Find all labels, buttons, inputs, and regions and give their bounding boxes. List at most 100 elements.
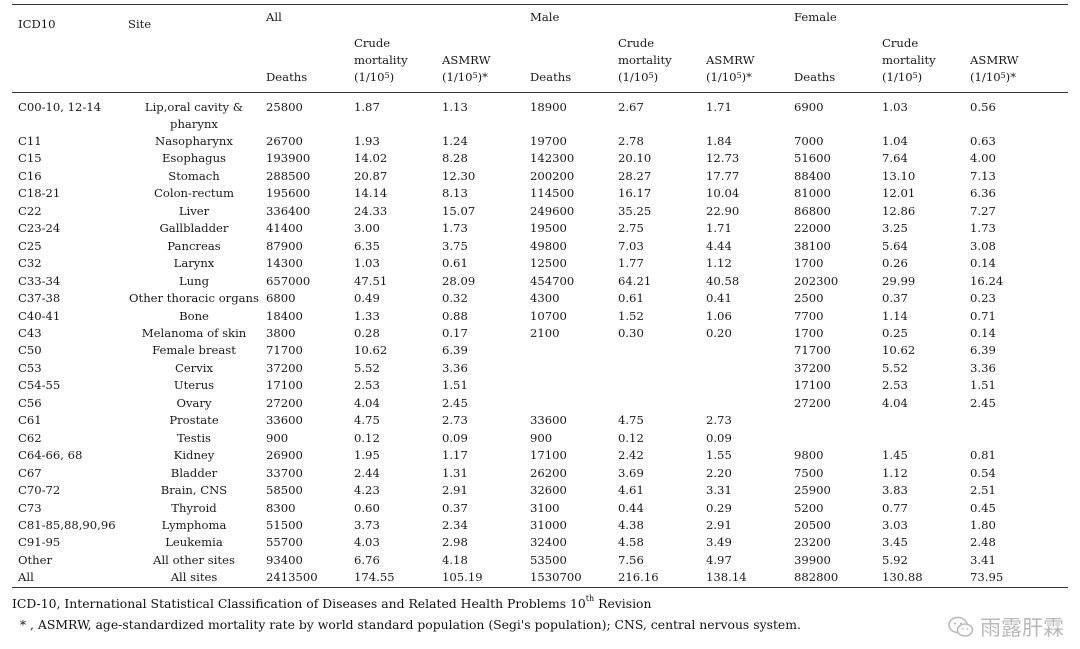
cell-icd10: C61 bbox=[18, 413, 42, 428]
cell-value: 0.29 bbox=[706, 500, 732, 515]
cell-value: 10700 bbox=[530, 308, 567, 323]
cell-value: 4.38 bbox=[618, 517, 644, 532]
col-crude-mortality: Crude mortality (1/105) bbox=[348, 32, 436, 93]
cell-value: 55700 bbox=[266, 535, 303, 550]
cell-value: 0.77 bbox=[882, 500, 908, 515]
cell-value: 5.92 bbox=[882, 552, 908, 567]
cell-value: 3.69 bbox=[618, 465, 644, 480]
cell-value: 4.04 bbox=[354, 395, 380, 410]
cell-value: 1.77 bbox=[618, 256, 644, 271]
cell-site: Leukemia bbox=[165, 535, 223, 550]
cell-value: 0.71 bbox=[970, 308, 996, 323]
cell-value: 28.09 bbox=[442, 273, 476, 288]
cell-icd10: C40-41 bbox=[18, 308, 61, 323]
cell-value: 73.95 bbox=[964, 569, 1069, 588]
cell-icd10: C50 bbox=[18, 343, 42, 358]
cell-icd10: All bbox=[12, 569, 122, 588]
cell-value: 13.10 bbox=[882, 168, 916, 183]
cell-value: 12500 bbox=[530, 256, 567, 271]
cell-value: 38100 bbox=[794, 238, 831, 253]
cell-value: 0.88 bbox=[442, 308, 468, 323]
cell-value: 0.14 bbox=[970, 325, 996, 340]
cell-value: 1.73 bbox=[442, 221, 468, 236]
cell-value: 5.52 bbox=[354, 360, 380, 375]
cell-value: 6.35 bbox=[354, 238, 380, 253]
cell-value: 0.14 bbox=[970, 256, 996, 271]
cell-value bbox=[964, 430, 1068, 447]
cell-value: 1.03 bbox=[882, 100, 908, 114]
cell-site: Melanoma of skin bbox=[141, 325, 247, 340]
cell-value: 17.77 bbox=[706, 168, 740, 183]
cell-value: 12.86 bbox=[882, 203, 916, 218]
cell-value: 2100 bbox=[530, 325, 560, 340]
table-row: C32 Larynx 14300 1.03 0.61 12500 1.77 1.12 1700 0… bbox=[12, 255, 1068, 272]
table-row: C70-72 Brain, CNS 58500 4.23 2.91 32600 4.61 3.… bbox=[12, 482, 1068, 499]
cell-value: 4.97 bbox=[706, 552, 732, 567]
cell-value: 0.09 bbox=[442, 430, 468, 445]
col-deaths: Deaths bbox=[260, 32, 348, 93]
wechat-icon bbox=[948, 616, 974, 637]
cell-value: 0.37 bbox=[882, 291, 908, 306]
cell-value: 20500 bbox=[794, 517, 831, 532]
table-row: C18-21 Colon-rectum 195600 14.14 8.13 114500 1… bbox=[12, 185, 1068, 202]
cell-value: 81000 bbox=[794, 186, 831, 201]
cell-value: 33600 bbox=[530, 413, 567, 428]
cell-icd10: C11 bbox=[18, 134, 42, 148]
cell-site: Uterus bbox=[173, 378, 215, 393]
col-asmrw: ASMRW (1/105)* bbox=[964, 32, 1069, 93]
cell-value: 31000 bbox=[530, 517, 567, 532]
watermark: 雨露肝霖 bbox=[948, 612, 1064, 642]
cell-value: 0.12 bbox=[354, 430, 380, 445]
cell-value: 88400 bbox=[794, 168, 831, 183]
cell-value: 16.24 bbox=[970, 273, 1004, 288]
cell-value: 1.04 bbox=[882, 134, 908, 148]
cell-icd10: C25 bbox=[18, 238, 42, 253]
cell-icd10: C91-95 bbox=[18, 535, 61, 550]
cell-value: 12.01 bbox=[882, 186, 916, 201]
cell-value: 27200 bbox=[266, 395, 303, 410]
cell-icd10: C53 bbox=[18, 360, 42, 375]
cell-value: 3.00 bbox=[354, 221, 380, 236]
cell-value: 2.78 bbox=[618, 134, 644, 148]
cell-value: 2.98 bbox=[442, 535, 468, 550]
cell-value: 142300 bbox=[530, 151, 575, 166]
group-all: All bbox=[266, 10, 282, 24]
cell-value: 51600 bbox=[794, 151, 831, 166]
cell-value bbox=[524, 342, 612, 359]
cell-site: Bone bbox=[179, 308, 209, 323]
cell-value: 0.26 bbox=[882, 256, 908, 271]
cell-value: 3.08 bbox=[970, 238, 996, 253]
cell-value: 1.52 bbox=[618, 308, 644, 323]
cell-value: 0.54 bbox=[970, 465, 996, 480]
col-crude-mortality: Crude mortality (1/105) bbox=[876, 32, 965, 93]
cell-value: 87900 bbox=[266, 238, 303, 253]
cell-value: 24.33 bbox=[354, 203, 388, 218]
cell-value: 4.03 bbox=[354, 535, 380, 550]
col-icd10: ICD10 bbox=[12, 16, 122, 77]
cell-value: 2.34 bbox=[442, 517, 468, 532]
cell-value bbox=[524, 377, 612, 394]
cell-value: 7500 bbox=[794, 465, 824, 480]
table-row: C91-95 Leukemia 55700 4.03 2.98 32400 4.58 3.49… bbox=[12, 534, 1068, 551]
cell-value: 58500 bbox=[266, 483, 303, 498]
cell-value: 26700 bbox=[266, 134, 303, 148]
cell-site: Lip,oral cavity & pharynx bbox=[144, 100, 244, 131]
table-row: C37-38 Other thoracic organs 6800 0.49 0.32 4… bbox=[12, 290, 1068, 307]
cell-site: Thyroid bbox=[171, 500, 217, 515]
table-row: Other All other sites 93400 6.76 4.18 53500 7.… bbox=[12, 552, 1068, 569]
cell-value: 1.31 bbox=[442, 465, 468, 480]
cell-value: 26900 bbox=[266, 448, 303, 463]
cell-value: 16.17 bbox=[618, 186, 652, 201]
cell-value: 4.04 bbox=[882, 395, 908, 410]
cell-value: 114500 bbox=[530, 186, 575, 201]
cell-value: 19700 bbox=[530, 134, 567, 148]
cell-value: 1.93 bbox=[354, 134, 380, 148]
cell-value: 9800 bbox=[794, 448, 824, 463]
cell-value: 17100 bbox=[530, 448, 567, 463]
cell-site: Testis bbox=[177, 430, 211, 445]
cell-value: 22.90 bbox=[706, 203, 740, 218]
table-row: C11 Nasopharynx 26700 1.93 1.24 19700 2.78 1.84… bbox=[12, 133, 1068, 150]
watermark-text: 雨露肝霖 bbox=[980, 616, 1064, 640]
cell-value: 216.16 bbox=[612, 569, 700, 588]
cell-value: 0.20 bbox=[706, 325, 732, 340]
